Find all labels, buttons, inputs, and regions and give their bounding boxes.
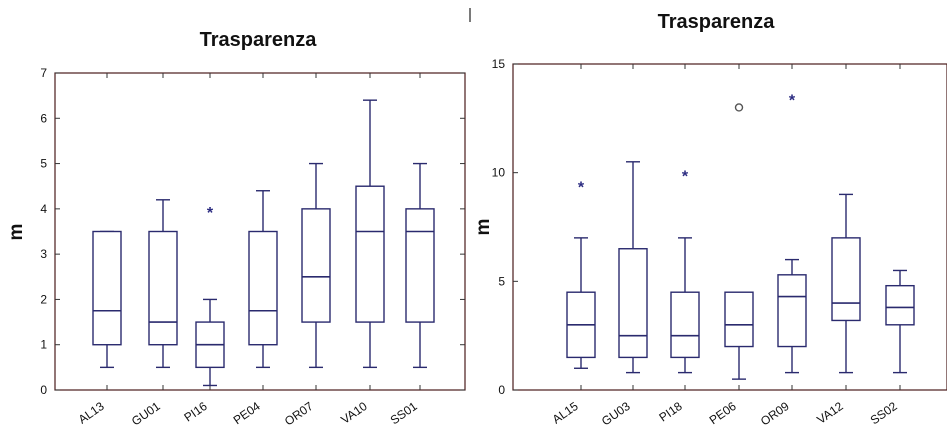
iqr-box [725,292,753,346]
y-tick-label: 10 [492,166,506,180]
iqr-box [249,232,277,345]
iqr-box [671,292,699,357]
box-ss02: SS02 [868,64,914,425]
box-va10: VA10 [338,73,384,425]
y-tick-label: 15 [492,57,506,71]
box-or09: * OR09 [758,64,806,425]
box-pe06: PE06 [707,64,753,425]
x-category-label: PI18 [656,399,685,425]
y-tick-label: 1 [40,338,47,352]
x-category-label: PE04 [231,399,263,425]
x-category-label: VA10 [338,399,370,425]
box-va12: VA12 [814,64,860,425]
box-al15: * AL15 [550,64,595,425]
y-tick-label: 0 [498,383,505,397]
box-gu03: GU03 [599,64,647,425]
y-tick-label: 4 [40,202,47,216]
iqr-box [149,232,177,345]
iqr-box [886,286,914,325]
y-tick-label: 0 [40,383,47,397]
x-category-label: AL15 [550,399,581,425]
chart-title: Trasparenza [200,29,318,51]
y-tick-label: 6 [40,111,47,125]
y-axis-label: m [473,219,494,236]
y-tick-label: 2 [40,292,47,306]
y-tick-label: 5 [40,157,47,171]
y-tick-label: 5 [498,274,505,288]
x-category-label: OR09 [758,399,792,425]
iqr-box [406,209,434,322]
y-axis-label: m [6,224,27,241]
box-al13: AL13 [76,73,121,425]
outlier-star: * [207,205,214,222]
iqr-box [302,209,330,322]
outlier-star: * [682,169,689,186]
y-tick-label: 3 [40,247,47,261]
outlier-star: * [789,93,796,110]
iqr-box [619,249,647,358]
x-category-label: PI16 [181,399,210,425]
box-pi16: * PI16 [181,73,224,425]
outlier-circle [736,104,743,111]
y-tick-label: 7 [40,66,47,80]
x-category-label: GU03 [599,399,633,425]
chart-title: Trasparenza [658,11,776,33]
box-gu01: GU01 [129,73,177,425]
iqr-box [778,275,806,347]
outlier-star: * [578,180,585,197]
iqr-box [93,232,121,345]
chart-panel-2: Trasparenza m 0 5 10 15 * AL15 GU03 * PI18 PE06 * OR0… [473,11,947,425]
box-pi18: * PI18 [656,64,699,425]
box-or07: OR07 [282,73,330,425]
box-pe04: PE04 [231,73,277,425]
x-category-label: PE06 [707,399,739,425]
x-category-label: SS01 [388,399,420,425]
x-category-label: OR07 [282,399,316,425]
iqr-box [356,186,384,322]
x-category-label: AL13 [76,399,107,425]
chart-panel-1: Trasparenza m 0 1 2 3 4 5 6 7 AL13 GU01 * PI16 PE04 OR0… [6,29,465,425]
x-category-label: GU01 [129,399,163,425]
box-ss01: SS01 [388,73,434,425]
x-category-label: VA12 [814,399,846,425]
x-category-label: SS02 [868,399,900,425]
iqr-box [832,238,860,321]
